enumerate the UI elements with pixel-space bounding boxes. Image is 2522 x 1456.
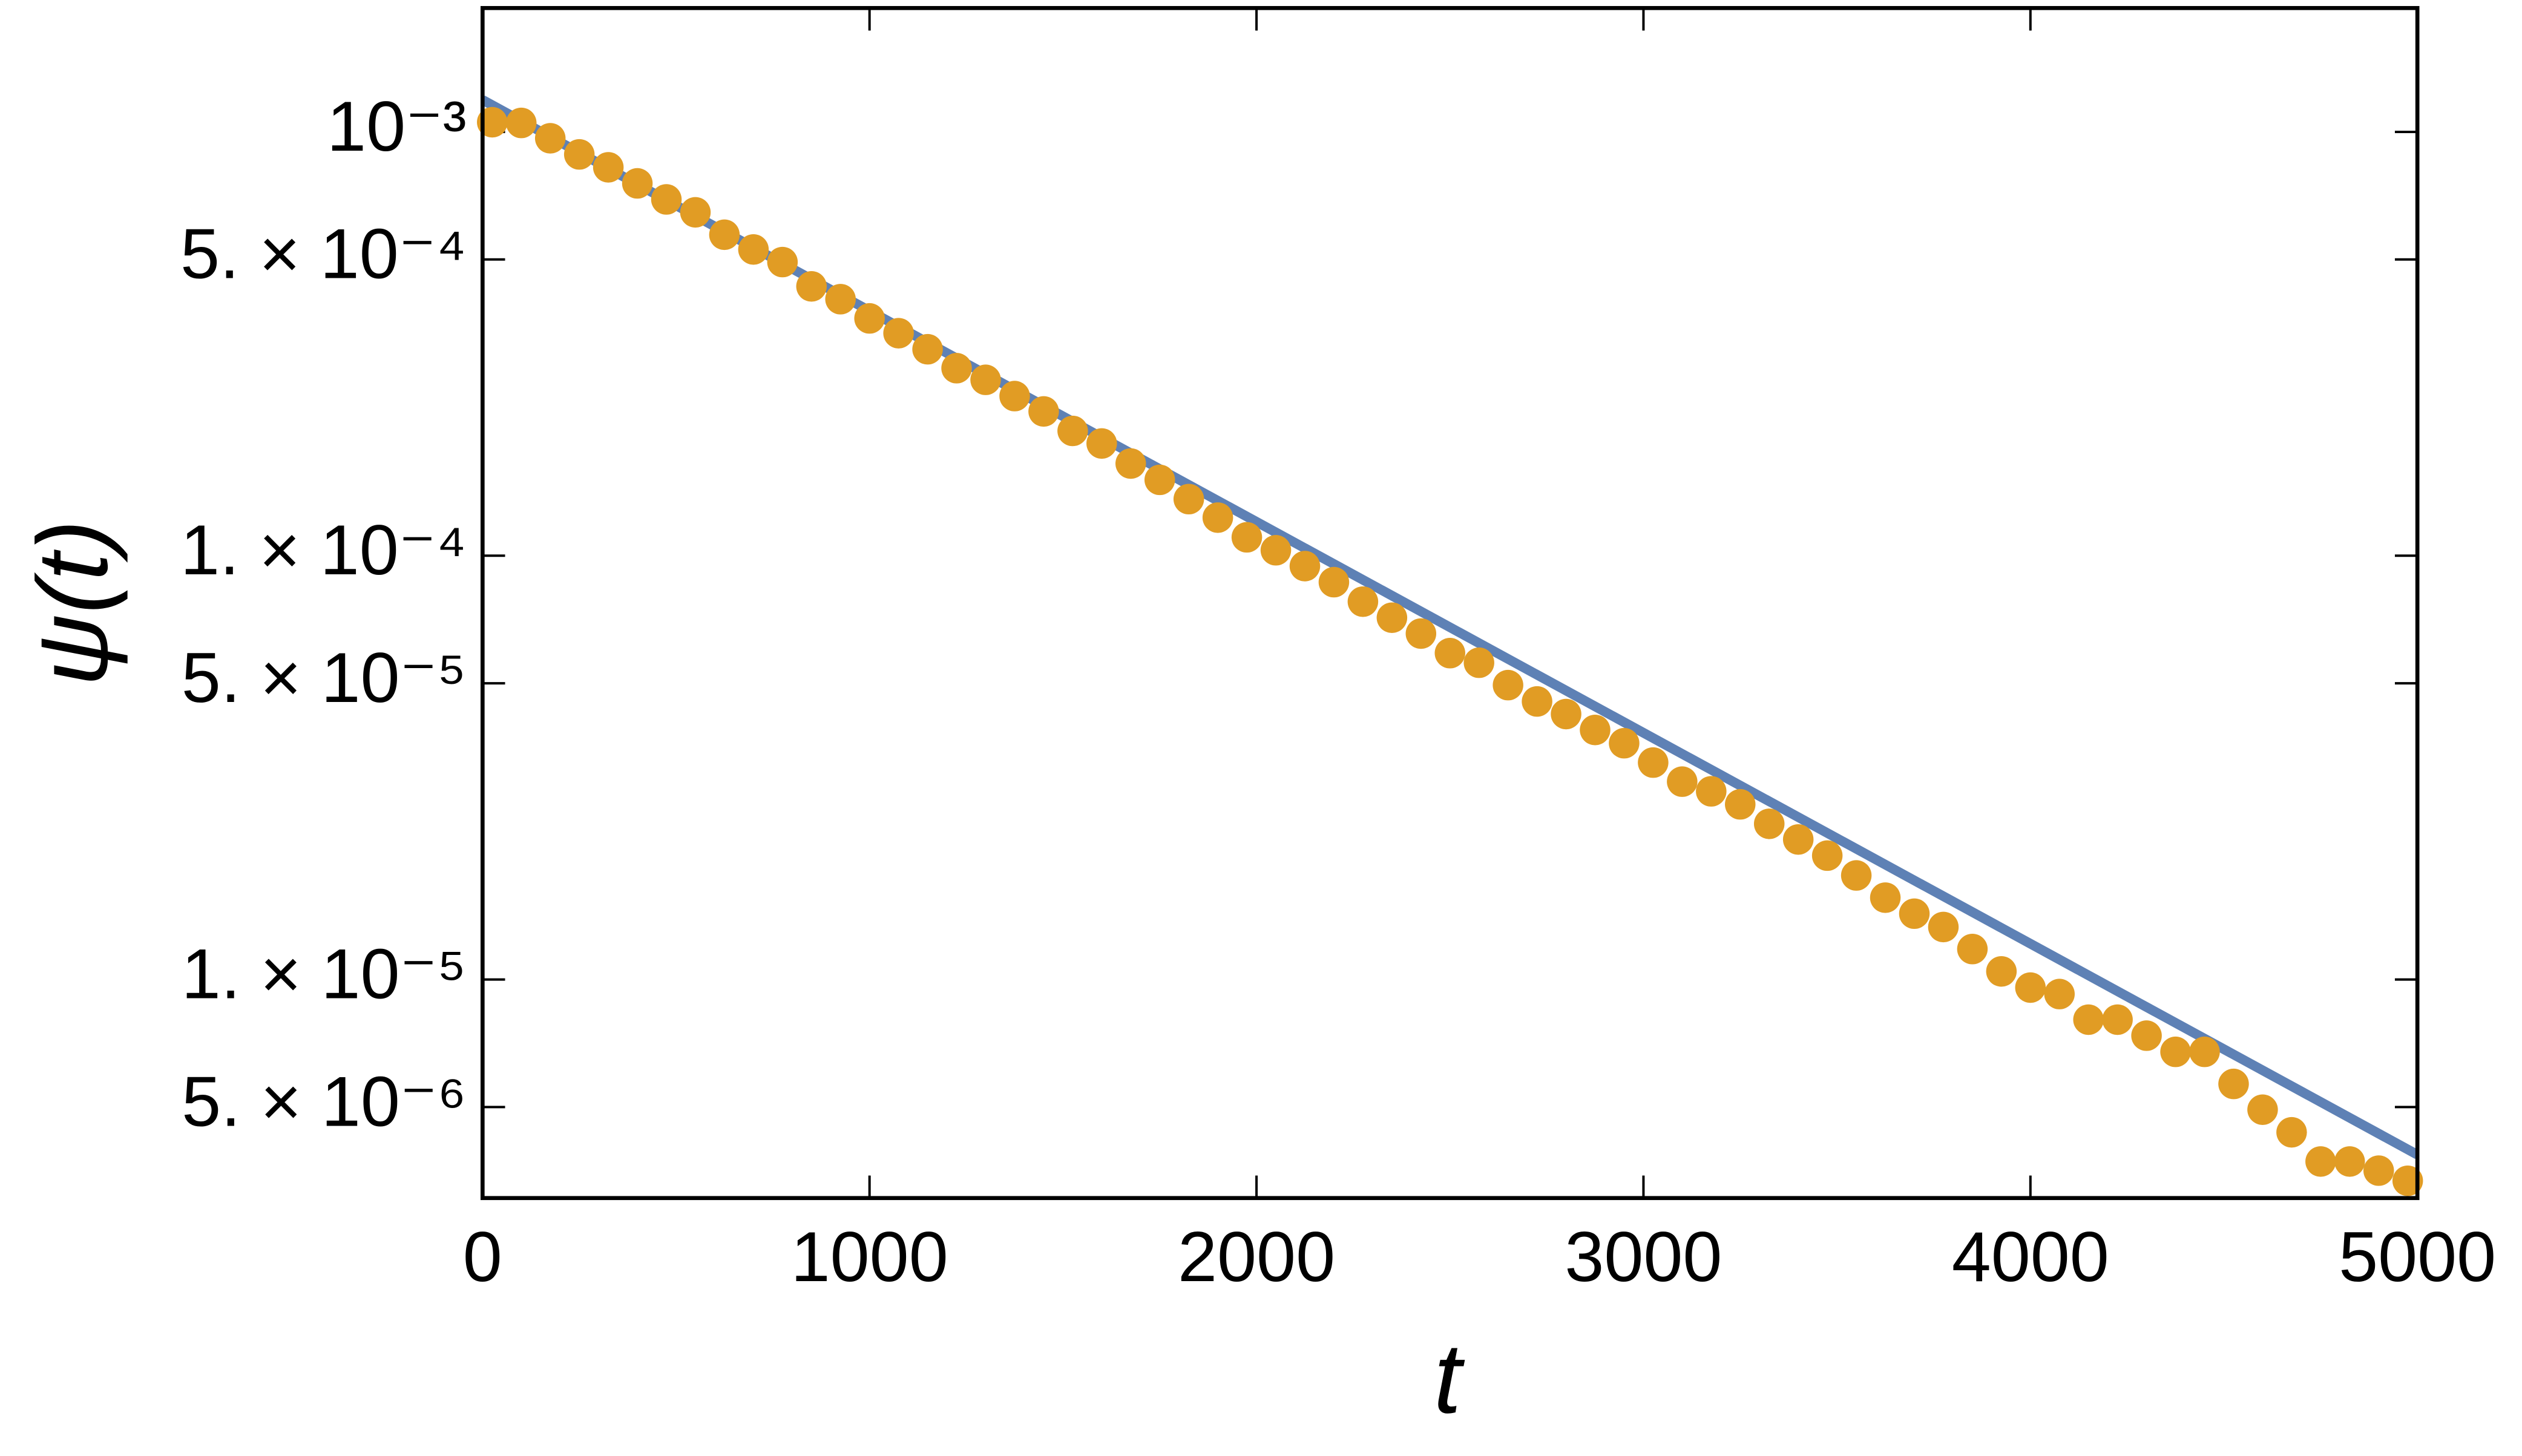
data-point — [1318, 566, 1350, 598]
data-point — [2247, 1094, 2278, 1125]
data-point — [1638, 747, 1669, 778]
data-point — [825, 284, 856, 315]
data-point — [796, 271, 827, 302]
data-point — [506, 107, 537, 139]
data-point — [970, 364, 1001, 395]
data-point — [1899, 898, 1930, 930]
data-point — [2073, 1004, 2104, 1035]
y-tick-label: 5. × 10⁻⁶ — [182, 1061, 467, 1141]
x-tick-label: 0 — [463, 1217, 502, 1296]
data-point — [2044, 979, 2075, 1009]
data-point — [622, 168, 653, 199]
data-point — [767, 246, 798, 278]
data-point — [651, 184, 682, 215]
data-point — [1667, 766, 1698, 797]
data-point — [1609, 727, 1640, 759]
data-point — [1434, 638, 1465, 669]
data-point — [709, 219, 740, 251]
data-point — [1841, 860, 1872, 891]
data-point — [1057, 415, 1088, 447]
y-tick-label: 5. × 10⁻⁵ — [182, 638, 467, 717]
data-point — [680, 197, 711, 228]
data-point — [2305, 1146, 2336, 1177]
data-point — [1086, 428, 1117, 459]
data-point — [1551, 698, 1581, 730]
data-point — [1289, 551, 1321, 582]
data-point — [1376, 602, 1408, 633]
data-point — [1870, 882, 1901, 913]
data-point — [2363, 1155, 2394, 1186]
data-point — [1725, 789, 1756, 820]
data-point — [1405, 618, 1437, 649]
data-point — [1173, 484, 1204, 515]
data-point — [2392, 1165, 2423, 1196]
data-point — [738, 234, 769, 265]
y-tick-label: 10⁻³ — [327, 87, 467, 166]
data-point — [854, 303, 885, 334]
data-point — [1696, 776, 1727, 807]
data-point — [563, 139, 595, 170]
y-tick-label: 1. × 10⁻⁵ — [182, 934, 467, 1013]
data-point — [1522, 686, 1552, 717]
data-point — [999, 381, 1030, 412]
data-point — [1986, 956, 2017, 987]
x-tick-label: 3000 — [1565, 1217, 1722, 1296]
data-point — [2276, 1117, 2307, 1148]
data-point — [1811, 840, 1843, 871]
x-axis-label: t — [1434, 1322, 1465, 1434]
x-tick-label: 5000 — [2339, 1217, 2496, 1296]
data-point — [1202, 502, 1233, 533]
data-point — [1260, 535, 1292, 566]
data-point — [1782, 824, 1814, 855]
data-point — [1463, 647, 1494, 678]
data-point — [477, 107, 508, 138]
data-point — [1957, 934, 1988, 965]
data-point — [2334, 1146, 2365, 1177]
y-tick-label: 1. × 10⁻⁴ — [180, 510, 467, 589]
data-point — [883, 318, 914, 349]
data-point — [1493, 669, 1523, 701]
data-point — [941, 353, 972, 384]
data-point — [1580, 714, 1611, 746]
data-point — [2218, 1068, 2249, 1100]
data-point — [534, 123, 566, 154]
x-tick-label: 4000 — [1952, 1217, 2109, 1296]
data-point — [2160, 1036, 2191, 1067]
x-tick-label: 2000 — [1178, 1217, 1335, 1296]
data-point — [2015, 972, 2046, 1003]
x-tick-label: 1000 — [791, 1217, 948, 1296]
data-point — [1928, 911, 1959, 943]
data-point — [2131, 1020, 2162, 1051]
data-point — [1144, 464, 1175, 496]
data-point — [2102, 1004, 2133, 1035]
data-point — [912, 333, 943, 365]
data-point — [2189, 1036, 2220, 1067]
y-axis-label: ψ(t) — [16, 520, 128, 686]
plot-frame — [481, 5, 2420, 1201]
data-point — [593, 152, 624, 183]
data-point — [1753, 808, 1785, 839]
y-tick-label: 5. × 10⁻⁴ — [180, 214, 467, 293]
data-point — [1231, 522, 1263, 553]
data-point — [1028, 396, 1059, 427]
data-point — [1347, 586, 1379, 617]
data-point — [1115, 448, 1146, 479]
